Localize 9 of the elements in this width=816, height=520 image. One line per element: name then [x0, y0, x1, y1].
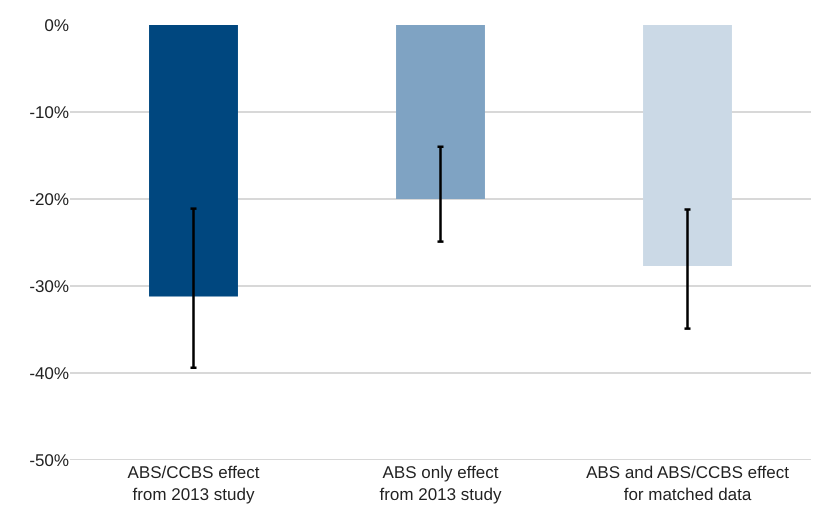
y-tick-label: -50%	[29, 450, 69, 470]
y-tick-label: 0%	[44, 16, 69, 35]
y-tick-label: -40%	[29, 364, 69, 383]
y-tick-label: -30%	[29, 276, 69, 296]
x-tick-label: ABS/CCBS effect from 2013 study	[128, 463, 260, 504]
y-tick-label: -10%	[29, 102, 69, 122]
x-tick-label: ABS only effect from 2013 study	[380, 463, 502, 504]
x-tick-label: ABS and ABS/CCBS effect for matched data	[586, 463, 790, 504]
y-tick-label: -20%	[29, 190, 69, 209]
